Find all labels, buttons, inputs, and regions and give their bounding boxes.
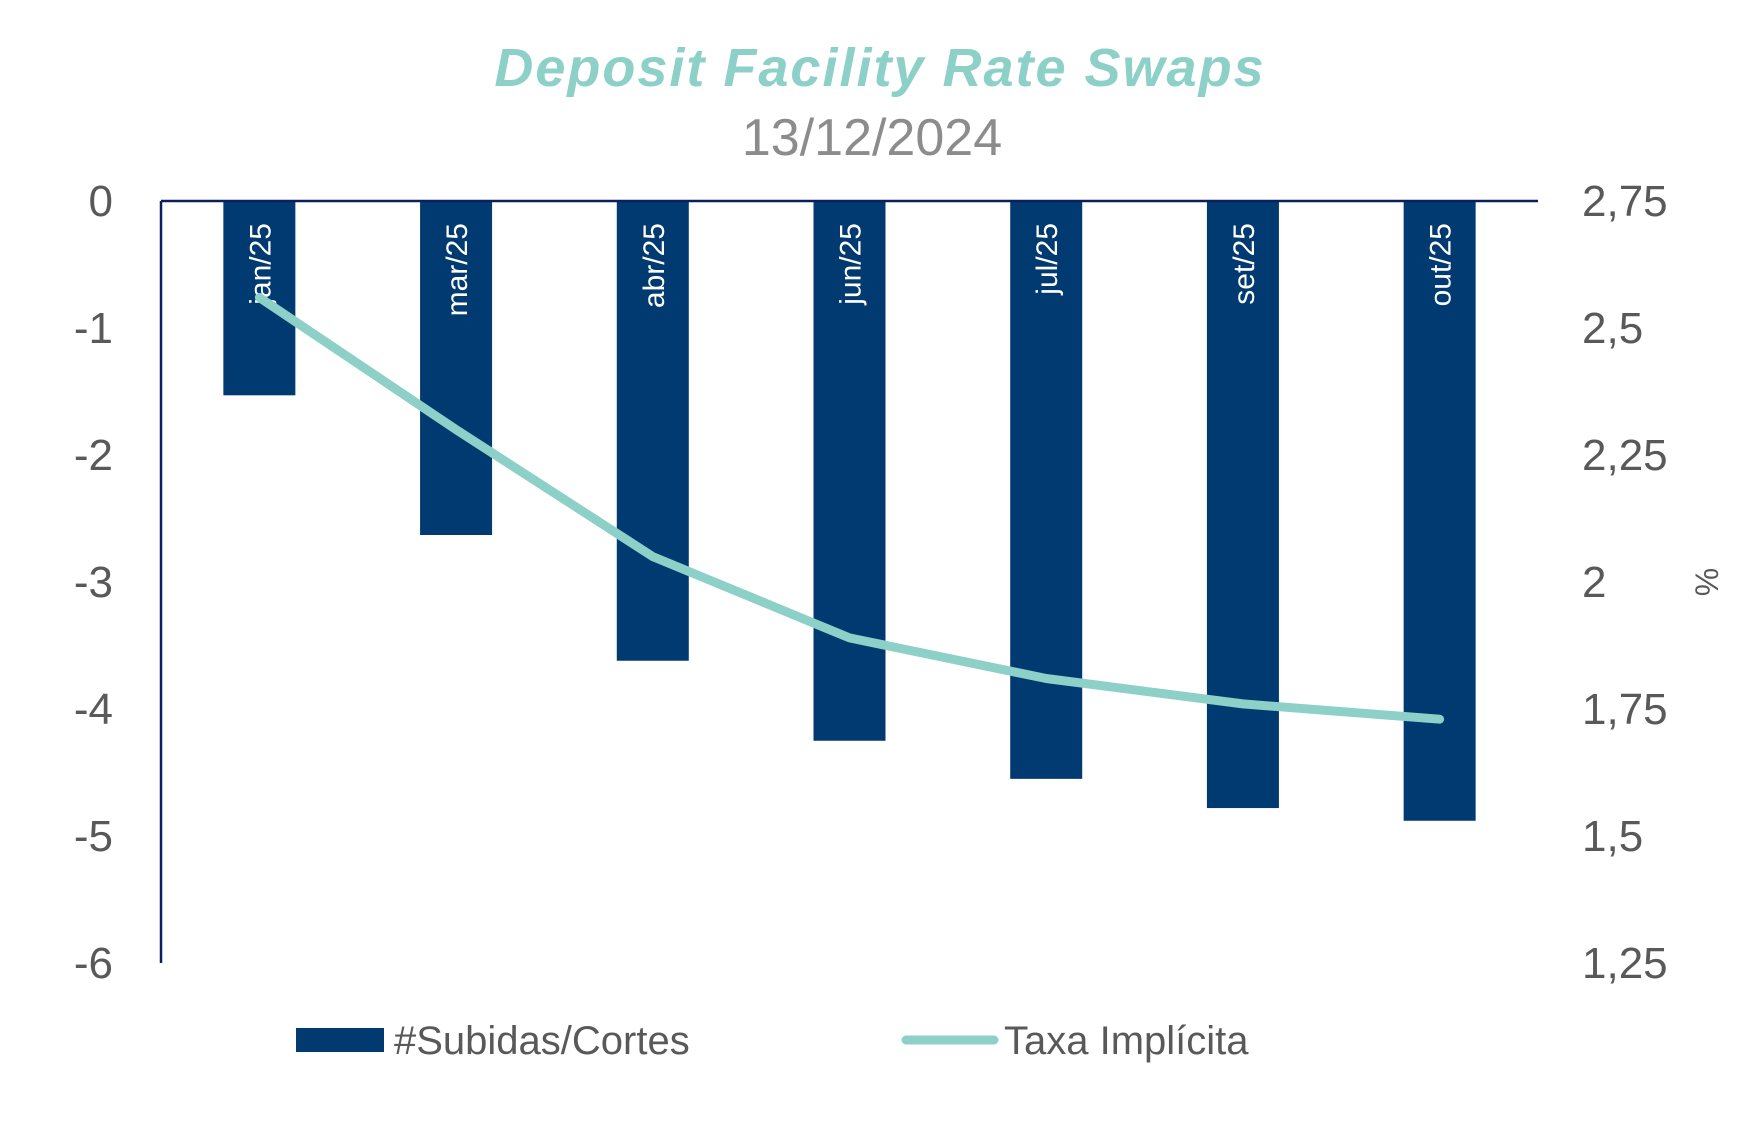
right-axis-ticks: 2,75 2,5 2,25 2 1,75 1,5 1,25	[1582, 177, 1668, 988]
category-label: jun/25	[835, 223, 868, 306]
right-tick-label: 2,75	[1582, 177, 1668, 226]
left-tick-label: -5	[74, 812, 113, 861]
category-labels: jan/25 mar/25 abr/25 jun/25 jul/25 set/25 out/…	[244, 223, 1457, 316]
category-label: jan/25	[244, 223, 277, 306]
category-label: mar/25	[441, 223, 474, 316]
left-tick-label: -1	[74, 304, 113, 353]
right-tick-label: 2,5	[1582, 304, 1643, 353]
bar	[616, 201, 689, 661]
legend-line-label: Taxa Implícita	[1004, 1019, 1249, 1063]
right-tick-label: 2	[1582, 558, 1606, 607]
left-tick-label: -4	[74, 685, 113, 734]
category-label: abr/25	[638, 223, 671, 308]
right-tick-label: 1,5	[1582, 812, 1643, 861]
left-tick-label: 0	[89, 177, 113, 226]
bar	[813, 201, 886, 741]
left-axis-ticks: 0 -1 -2 -3 -4 -5 -6	[74, 177, 113, 988]
right-axis-label: %	[1689, 568, 1725, 596]
line-series	[254, 293, 1445, 724]
chart-subtitle: 13/12/2024	[742, 109, 1002, 167]
category-label: set/25	[1228, 223, 1261, 305]
right-tick-label: 1,25	[1582, 939, 1668, 988]
right-tick-label: 1,75	[1582, 685, 1668, 734]
category-label: jul/25	[1031, 223, 1064, 296]
left-tick-label: -3	[74, 558, 113, 607]
chart-title: Deposit Facility Rate Swaps	[494, 38, 1265, 98]
left-tick-label: -6	[74, 939, 113, 988]
left-tick-label: -2	[74, 431, 113, 480]
category-label: out/25	[1425, 223, 1458, 306]
legend-bar-swatch	[296, 1028, 384, 1052]
bar	[420, 201, 493, 536]
legend-bar-label: #Subidas/Cortes	[394, 1019, 690, 1063]
legend: #Subidas/Cortes Taxa Implícita	[296, 1019, 1249, 1063]
right-tick-label: 2,25	[1582, 431, 1668, 480]
